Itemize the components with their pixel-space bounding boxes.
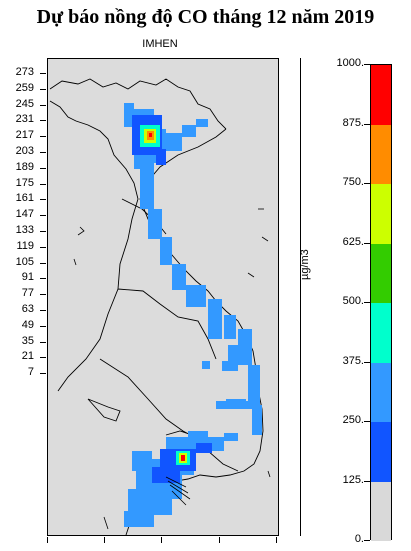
y-tick xyxy=(40,278,46,280)
colorbar-label: 375. xyxy=(342,354,364,367)
y-tick xyxy=(40,88,46,90)
colorbar-tick xyxy=(364,64,370,65)
y-tick xyxy=(40,262,46,264)
y-tick-label: 147 xyxy=(15,208,34,221)
y-tick-label: 175 xyxy=(15,176,34,189)
co-hcm-hotspot xyxy=(176,451,190,465)
colorbar-tick xyxy=(364,302,370,303)
y-tick xyxy=(40,120,46,122)
x-tick xyxy=(47,537,48,543)
colorbar-segment xyxy=(371,124,391,184)
colorbar-tick xyxy=(364,183,370,184)
colorbar-segment xyxy=(371,184,391,244)
colorbar-label: 1000. xyxy=(336,57,364,69)
colorbar-label: 500. xyxy=(342,295,364,307)
y-tick-label: 77 xyxy=(21,287,34,300)
y-tick xyxy=(40,199,46,201)
colorbar-segment xyxy=(371,362,391,422)
y-tick xyxy=(40,325,46,327)
colorbar-segment xyxy=(371,243,391,303)
y-tick-label: 273 xyxy=(15,66,34,78)
y-tick xyxy=(40,373,46,375)
y-tick-label: 35 xyxy=(21,334,34,347)
colorbar-tick xyxy=(364,361,370,363)
map-subtitle: IMHEN xyxy=(142,38,178,50)
y-tick-label: 63 xyxy=(21,303,34,315)
y-tick-label: 189 xyxy=(15,160,34,173)
y-tick xyxy=(40,231,46,232)
colorbar-segment xyxy=(371,303,391,363)
colorbar-label: 625. xyxy=(342,235,364,248)
mekong-delta-lines xyxy=(165,476,191,506)
y-tick-label: 231 xyxy=(15,113,34,126)
co-hanoi-hotspot xyxy=(140,125,160,147)
colorbar-tick xyxy=(364,421,370,422)
y-tick xyxy=(40,357,46,359)
y-tick-label: 217 xyxy=(15,129,34,142)
y-tick-label: 119 xyxy=(16,239,34,252)
x-tick xyxy=(161,537,162,543)
colorbar-label: 125. xyxy=(342,473,364,486)
colorbar-label: 750. xyxy=(342,176,364,188)
page-title: Dự báo nồng độ CO tháng 12 năm 2019 xyxy=(36,6,375,28)
y-tick-label: 21 xyxy=(21,350,34,363)
y-tick-label: 133 xyxy=(15,224,34,236)
y-tick-label: 259 xyxy=(15,81,34,94)
colorbar-segment xyxy=(371,481,391,541)
y-tick xyxy=(40,104,46,106)
colorbar-label: 250. xyxy=(342,414,364,426)
colorbar xyxy=(370,64,392,541)
map-panel xyxy=(47,58,279,536)
x-tick xyxy=(104,537,105,543)
y-tick xyxy=(40,310,46,311)
y-tick xyxy=(40,341,46,343)
y-tick xyxy=(40,73,46,74)
y-tick xyxy=(40,167,46,169)
y-tick xyxy=(40,246,46,248)
colorbar-segment xyxy=(371,422,391,482)
x-tick xyxy=(276,537,277,543)
vietnam-map xyxy=(49,78,271,535)
colorbar-tick xyxy=(364,540,370,541)
colorbar-label: 0. xyxy=(354,533,364,545)
y-tick xyxy=(40,294,46,296)
y-tick-label: 161 xyxy=(15,192,34,205)
colorbar-tick xyxy=(364,242,370,244)
y-tick xyxy=(40,136,46,138)
y-tick-label: 245 xyxy=(15,97,34,110)
islands xyxy=(73,208,271,530)
panel-divider xyxy=(300,58,301,536)
colorbar-tick xyxy=(364,480,370,482)
y-tick xyxy=(40,152,46,153)
colorbar-label: 875. xyxy=(342,116,364,129)
colorbar-tick xyxy=(364,123,370,125)
y-tick-label: 49 xyxy=(21,318,34,331)
y-tick-label: 203 xyxy=(15,145,34,157)
colorbar-unit: µg/m3 xyxy=(299,249,311,280)
y-tick-label: 7 xyxy=(27,366,34,379)
y-tick-label: 91 xyxy=(21,271,34,284)
y-tick xyxy=(40,183,46,185)
x-tick xyxy=(219,537,220,543)
colorbar-segment xyxy=(371,65,391,125)
y-tick-label: 105 xyxy=(15,255,34,268)
y-tick xyxy=(40,215,46,217)
